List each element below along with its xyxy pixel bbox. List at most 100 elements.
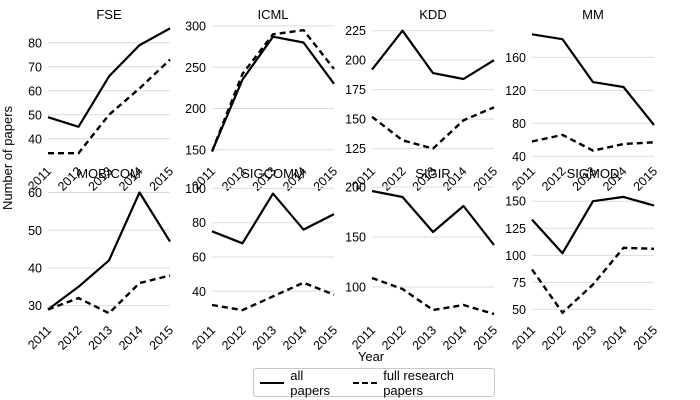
line-full-research-papers-kdd	[371, 106, 495, 150]
y-tick-label: 50	[28, 224, 42, 238]
y-tick-label: 125	[345, 142, 366, 156]
legend: all papers full research papers	[253, 367, 495, 398]
y-tick-label: 200	[345, 54, 366, 68]
x-tick-label: 2015	[311, 323, 341, 353]
y-tick-label: 60	[28, 186, 42, 200]
x-tick-label: 2014	[440, 323, 470, 353]
y-tick-label: 80	[512, 117, 526, 131]
line-full-research-papers-sigcomm	[211, 281, 335, 312]
y-tick-label: 75	[512, 276, 526, 290]
line-full-research-papers-mm	[531, 133, 655, 152]
y-tick-label: 175	[345, 83, 366, 97]
x-tick-label: 2011	[509, 323, 538, 352]
x-tick-label: 2015	[631, 323, 661, 353]
line-all-papers-sigir	[371, 189, 495, 246]
y-tick-label: 150	[345, 231, 366, 245]
x-tick-label: 2015	[631, 164, 661, 194]
panel-title-fse: FSE	[96, 7, 122, 22]
panel-title-mm: MM	[582, 7, 604, 22]
y-tick-label: 50	[28, 108, 42, 122]
x-tick-label: 2011	[25, 323, 54, 352]
legend-entry-full: full research papers	[352, 367, 490, 398]
line-all-papers-fse	[47, 27, 171, 128]
y-tick-label: 50	[512, 303, 526, 317]
x-tick-label: 2012	[219, 323, 249, 353]
x-tick-label: 2011	[349, 323, 378, 352]
y-tick-label: 40	[28, 261, 42, 275]
y-tick-label: 60	[28, 84, 42, 98]
solid-line-swatch	[260, 381, 285, 384]
panel-title-icml: ICML	[257, 7, 288, 22]
y-tick-label: 100	[505, 249, 526, 263]
y-tick-label: 120	[505, 84, 526, 98]
x-tick-label: 2012	[55, 323, 85, 353]
y-tick-label: 100	[345, 281, 366, 295]
x-tick-label: 2015	[147, 164, 177, 194]
panel-title-sigmod: SIGMOD	[567, 166, 620, 181]
y-tick-label: 200	[345, 181, 366, 195]
x-tick-label: 2012	[379, 323, 409, 353]
line-all-papers-sigmod	[531, 195, 655, 255]
x-tick-label: 2015	[147, 323, 177, 353]
y-tick-label: 30	[28, 299, 42, 313]
y-tick-label: 200	[185, 102, 206, 116]
legend-label-full: full research papers	[383, 367, 455, 398]
y-tick-label: 70	[28, 60, 42, 74]
x-tick-label: 2011	[189, 323, 218, 352]
y-tick-label: 150	[505, 195, 526, 209]
x-tick-label: 2012	[379, 164, 409, 194]
x-axis-label: Year	[358, 349, 385, 364]
x-tick-label: 2015	[471, 164, 501, 194]
y-tick-label: 100	[185, 182, 206, 196]
panel-title-sigcomm: SIGCOMM	[241, 166, 305, 181]
y-tick-label: 40	[28, 132, 42, 146]
panel-title-sigir: SIGIR	[415, 166, 450, 181]
y-tick-label: 80	[192, 216, 206, 230]
line-full-research-papers-sigir	[371, 276, 495, 316]
x-tick-label: 2012	[539, 164, 569, 194]
y-tick-label: 150	[345, 113, 366, 127]
x-tick-label: 2012	[539, 323, 569, 353]
y-tick-label: 60	[192, 251, 206, 265]
panel-title-mobicom: MOBICOM	[77, 166, 141, 181]
x-tick-label: 2013	[86, 323, 116, 353]
x-tick-label: 2013	[250, 323, 280, 353]
y-tick-label: 40	[192, 285, 206, 299]
y-tick-label: 40	[512, 150, 526, 164]
line-full-research-papers-icml	[210, 28, 335, 152]
y-axis-label: Number of papers	[0, 105, 15, 210]
y-tick-label: 125	[505, 222, 526, 236]
x-tick-label: 2015	[471, 323, 501, 353]
x-tick-label: 2013	[570, 323, 600, 353]
legend-label-all: all papers	[290, 367, 331, 398]
line-all-papers-icml	[210, 35, 335, 152]
y-tick-label: 160	[505, 51, 526, 65]
panel-title-kdd: KDD	[419, 7, 446, 22]
x-tick-label: 2014	[116, 323, 146, 353]
y-tick-label: 300	[185, 20, 206, 34]
dashed-line-swatch	[352, 381, 378, 384]
line-full-research-papers-sigmod	[531, 246, 655, 315]
legend-entry-all: all papers	[260, 368, 343, 398]
x-tick-label: 2011	[509, 164, 538, 193]
x-tick-label: 2013	[410, 323, 440, 353]
x-tick-label: 2015	[311, 164, 341, 194]
line-all-papers-sigcomm	[211, 192, 335, 245]
line-all-papers-mobicom	[47, 191, 171, 311]
x-tick-label: 2014	[280, 323, 310, 353]
x-tick-label: 2014	[600, 323, 630, 353]
line-full-research-papers-fse	[48, 58, 171, 155]
y-tick-label: 80	[28, 36, 42, 50]
y-tick-label: 225	[345, 24, 366, 38]
line-all-papers-mm	[531, 33, 655, 126]
line-full-research-papers-mobicom	[47, 274, 171, 315]
y-tick-label: 150	[185, 143, 206, 157]
y-tick-label: 250	[185, 61, 206, 75]
